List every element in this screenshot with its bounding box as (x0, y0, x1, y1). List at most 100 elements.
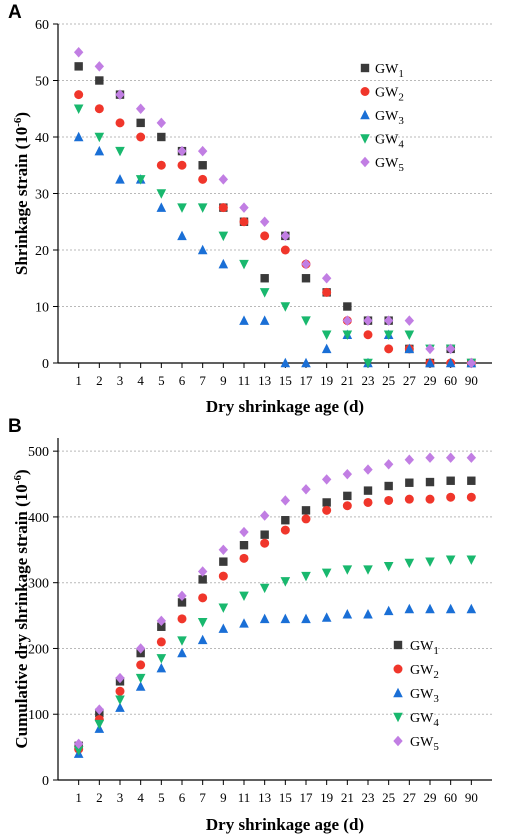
x-tick-label: 2 (96, 373, 103, 388)
data-point-gw3 (445, 357, 456, 368)
series-gw1 (74, 476, 476, 750)
x-tick-label: 11 (238, 790, 251, 805)
y-axis-title-text: Cumulative dry shrinkage strain (10 (12, 484, 31, 748)
panel-letter: A (8, 2, 22, 23)
y-axis-title: Cumulative dry shrinkage strain (10-6) (12, 469, 31, 748)
data-point-gw5 (197, 566, 208, 577)
x-tick-label: 9 (220, 373, 227, 388)
data-point-gw3 (321, 612, 332, 622)
legend-label-gw3: GW3 (375, 109, 404, 127)
legend-label-gw5: GW5 (410, 735, 439, 753)
legend-label-subscript: 2 (398, 92, 404, 104)
data-point-gw2 (94, 104, 104, 114)
data-point-gw5 (383, 315, 394, 326)
data-point-gw3 (197, 634, 208, 645)
legend-label-base: GW (375, 62, 399, 77)
y-axis-title-close: ) (12, 112, 31, 118)
data-point-gw2 (446, 492, 456, 502)
data-point-gw1 (363, 486, 373, 495)
data-point-gw4 (321, 568, 332, 579)
data-point-gw4 (383, 562, 394, 572)
data-point-gw5 (466, 357, 477, 369)
data-point-gw5 (383, 459, 394, 470)
x-axis-title: Dry shrinkage age (d) (206, 397, 364, 416)
data-point-gw3 (115, 174, 125, 184)
data-point-gw3 (363, 609, 373, 619)
legend-label-base: GW (410, 639, 434, 654)
data-point-gw1 (177, 598, 187, 607)
legend-label-base: GW (410, 735, 434, 750)
data-point-gw4 (280, 302, 291, 312)
data-point-gw3 (259, 613, 270, 624)
data-point-gw5 (321, 474, 332, 485)
x-tick-label: 13 (258, 373, 271, 388)
data-point-gw5 (177, 590, 187, 602)
y-tick-label: 400 (28, 511, 49, 526)
y-tick-label: 60 (35, 18, 49, 33)
series-gw5 (73, 47, 477, 369)
legend-label-base: GW (375, 156, 399, 171)
legend-label-subscript: 3 (433, 693, 439, 705)
data-point-gw2 (425, 494, 435, 504)
data-point-gw4 (177, 203, 187, 213)
legend-marker-gw2 (360, 87, 370, 96)
data-point-gw5 (363, 315, 373, 326)
series-gw4 (73, 555, 477, 756)
data-point-gw4 (218, 603, 229, 613)
legend-label-subscript: 5 (433, 741, 439, 753)
legend-marker-gw5 (393, 735, 403, 747)
legend-label-gw2: GW2 (375, 86, 404, 104)
x-tick-label: 7 (199, 790, 206, 805)
data-point-gw1 (405, 478, 414, 487)
x-tick-label: 19 (320, 373, 333, 388)
x-tick-label: 5 (158, 373, 165, 388)
data-point-gw5 (115, 672, 125, 684)
data-point-gw5 (425, 343, 435, 355)
data-point-gw3 (197, 244, 208, 255)
data-point-gw5 (156, 117, 167, 129)
data-point-gw1 (198, 575, 207, 584)
data-point-gw5 (321, 273, 332, 284)
data-point-gw2 (260, 538, 270, 548)
x-tick-label: 60 (444, 790, 457, 805)
data-point-gw5 (94, 704, 105, 715)
y-tick-label: 300 (28, 577, 49, 592)
data-point-gw3 (301, 613, 311, 624)
data-point-gw1 (301, 274, 311, 283)
data-point-gw5 (363, 464, 373, 475)
legend-label-gw4: GW4 (375, 133, 404, 151)
x-tick-label: 1 (75, 373, 82, 388)
x-tick-label: 6 (179, 373, 186, 388)
data-point-gw5 (197, 145, 208, 157)
data-point-gw5 (425, 452, 435, 463)
x-tick-label: 29 (424, 373, 437, 388)
data-point-gw1 (260, 530, 269, 539)
data-point-gw5 (156, 615, 167, 627)
data-point-gw2 (280, 245, 290, 255)
data-point-gw2 (156, 160, 166, 170)
data-point-gw4 (197, 203, 208, 213)
panel-letter: B (8, 416, 22, 437)
y-axis-title-exponent: -6 (12, 117, 24, 127)
legend-label-gw3: GW3 (410, 687, 439, 705)
data-point-gw4 (197, 617, 208, 628)
series-gw2 (74, 492, 476, 754)
legend-label-subscript: 5 (398, 162, 404, 174)
x-tick-label: 23 (362, 790, 375, 805)
data-point-gw3 (135, 681, 146, 691)
data-point-gw5 (301, 484, 311, 495)
data-point-gw2 (115, 118, 125, 128)
data-point-gw1 (343, 491, 352, 501)
x-axis-title: Dry shrinkage age (d) (206, 815, 364, 834)
legend-label-base: GW (375, 86, 399, 101)
data-point-gw2 (156, 637, 166, 647)
data-point-gw2 (218, 203, 228, 213)
data-point-gw3 (218, 258, 229, 269)
x-tick-label: 1 (75, 790, 82, 805)
y-tick-label: 0 (42, 357, 49, 372)
data-point-gw2 (218, 571, 228, 581)
x-tick-label: 25 (382, 373, 395, 388)
data-point-gw4 (94, 132, 105, 143)
